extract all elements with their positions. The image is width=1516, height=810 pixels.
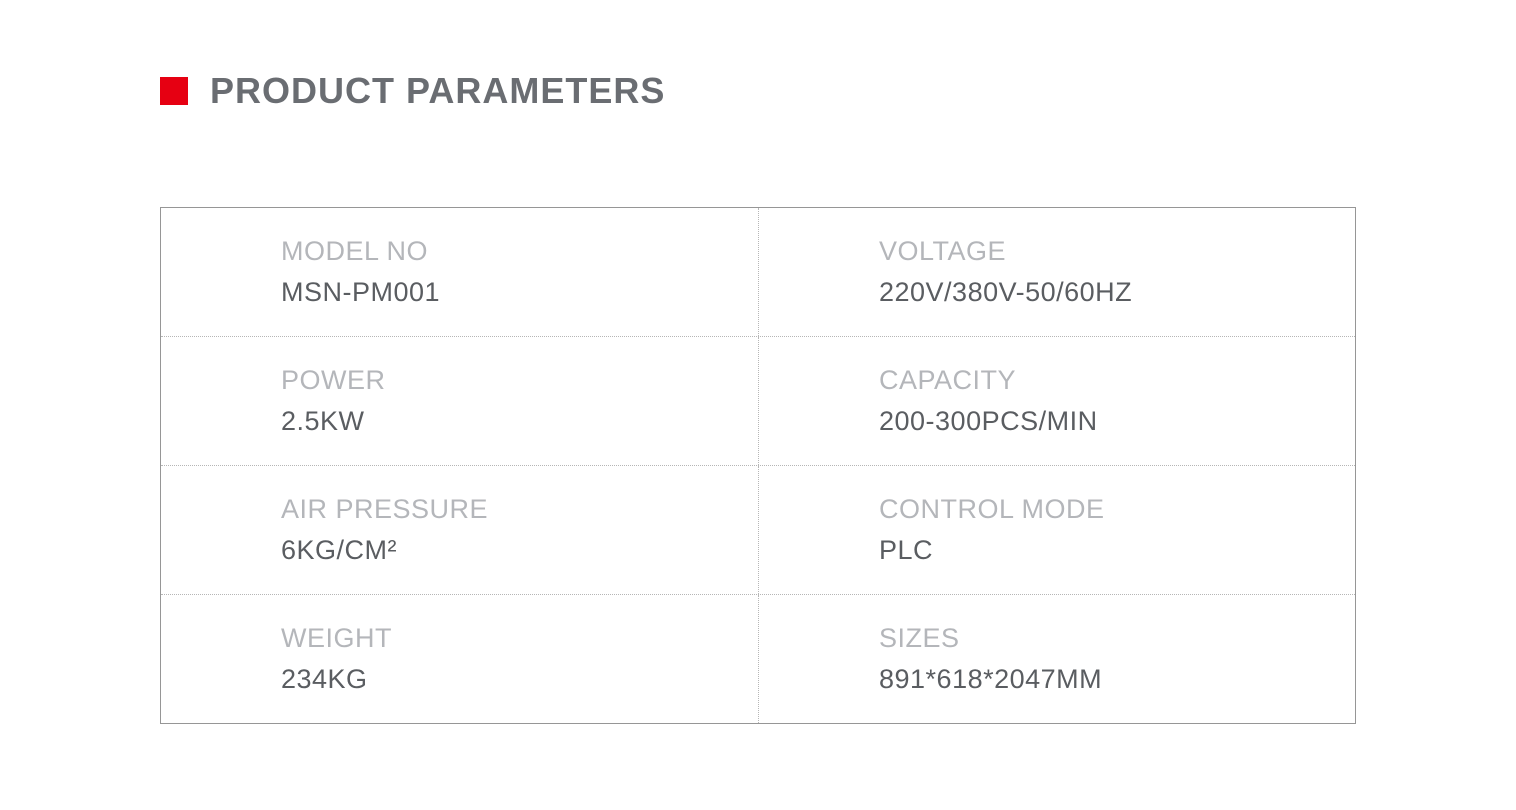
table-row: POWER 2.5KW CAPACITY 200-300PCS/MIN — [161, 336, 1355, 465]
parameter-value: 891*618*2047MM — [879, 664, 1335, 695]
table-row: WEIGHT 234KG SIZES 891*618*2047MM — [161, 594, 1355, 723]
table-row: MODEL NO MSN-PM001 VOLTAGE 220V/380V-50/… — [161, 208, 1355, 336]
parameter-value: 200-300PCS/MIN — [879, 406, 1335, 437]
parameter-label: VOLTAGE — [879, 236, 1335, 267]
parameter-label: SIZES — [879, 623, 1335, 654]
parameter-value: MSN-PM001 — [281, 277, 738, 308]
parameter-value: 234KG — [281, 664, 738, 695]
parameter-value: PLC — [879, 535, 1335, 566]
parameter-cell-control-mode: CONTROL MODE PLC — [758, 466, 1355, 594]
parameter-cell-voltage: VOLTAGE 220V/380V-50/60HZ — [758, 208, 1355, 336]
parameter-label: WEIGHT — [281, 623, 738, 654]
parameter-cell-air-pressure: AIR PRESSURE 6KG/CM² — [161, 466, 758, 594]
parameter-value: 220V/380V-50/60HZ — [879, 277, 1335, 308]
section-heading: PRODUCT PARAMETERS — [160, 70, 1356, 112]
parameter-value: 2.5KW — [281, 406, 738, 437]
parameter-cell-capacity: CAPACITY 200-300PCS/MIN — [758, 337, 1355, 465]
parameter-cell-sizes: SIZES 891*618*2047MM — [758, 595, 1355, 723]
page: PRODUCT PARAMETERS MODEL NO MSN-PM001 VO… — [0, 0, 1516, 724]
parameter-cell-model-no: MODEL NO MSN-PM001 — [161, 208, 758, 336]
table-row: AIR PRESSURE 6KG/CM² CONTROL MODE PLC — [161, 465, 1355, 594]
parameter-label: AIR PRESSURE — [281, 494, 738, 525]
parameter-value: 6KG/CM² — [281, 535, 738, 566]
parameter-cell-weight: WEIGHT 234KG — [161, 595, 758, 723]
heading-accent-square — [160, 77, 188, 105]
heading-title: PRODUCT PARAMETERS — [210, 70, 665, 112]
parameter-label: MODEL NO — [281, 236, 738, 267]
parameters-table: MODEL NO MSN-PM001 VOLTAGE 220V/380V-50/… — [160, 207, 1356, 724]
parameter-label: CONTROL MODE — [879, 494, 1335, 525]
parameter-label: CAPACITY — [879, 365, 1335, 396]
parameter-cell-power: POWER 2.5KW — [161, 337, 758, 465]
parameter-label: POWER — [281, 365, 738, 396]
